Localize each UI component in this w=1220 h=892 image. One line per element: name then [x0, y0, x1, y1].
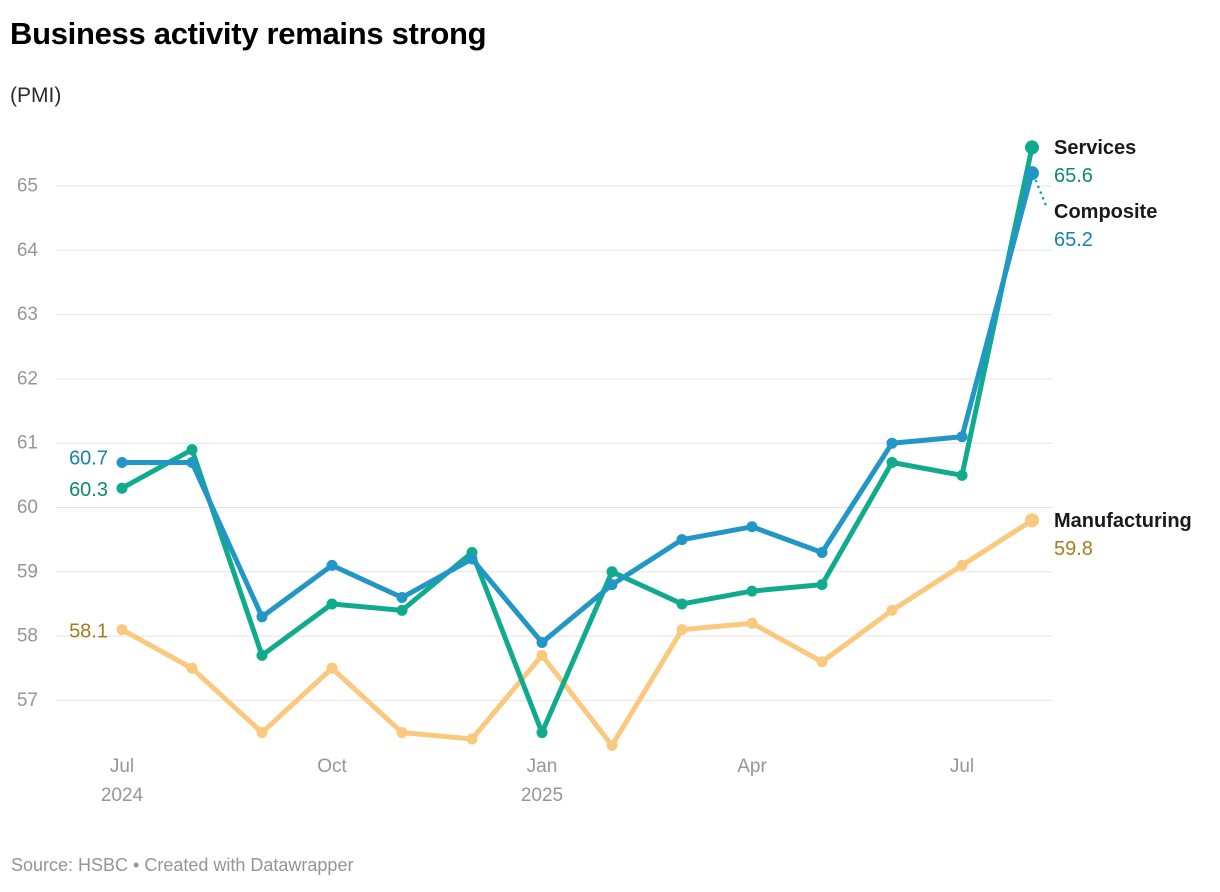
- data-point-services: [536, 727, 548, 739]
- data-point-manufacturing: [676, 624, 688, 636]
- series-label-manufacturing: Manufacturing: [1054, 510, 1192, 532]
- data-point-composite: [886, 437, 898, 449]
- data-point-manufacturing: [256, 727, 268, 739]
- data-point-composite: [816, 547, 828, 559]
- data-point-composite: [746, 521, 758, 533]
- y-axis-tick-label: 63: [17, 304, 38, 325]
- y-axis-tick-label: 64: [17, 240, 39, 261]
- y-axis-tick-label: 57: [17, 690, 38, 711]
- data-point-composite: [606, 579, 618, 591]
- data-point-composite: [466, 553, 478, 565]
- y-axis-tick-label: 61: [17, 433, 38, 454]
- start-value-label-composite: 60.7: [69, 447, 108, 469]
- data-point-composite: [676, 534, 688, 546]
- data-point-services: [606, 566, 618, 578]
- series-line-manufacturing: [119, 517, 1035, 748]
- x-axis-tick-label: Oct: [317, 756, 347, 777]
- data-point-services: [1025, 140, 1039, 155]
- data-point-composite: [536, 637, 548, 649]
- data-point-services: [256, 649, 268, 661]
- data-point-composite: [956, 431, 968, 443]
- x-axis-tick-label: Jul: [950, 756, 974, 777]
- data-point-composite: [1025, 166, 1039, 181]
- chart-subtitle: (PMI): [10, 84, 62, 107]
- data-point-services: [956, 469, 968, 481]
- data-point-services: [886, 456, 898, 468]
- data-point-services: [746, 585, 758, 597]
- y-axis-tick-label: 65: [17, 176, 38, 197]
- series-line-services: [119, 144, 1035, 736]
- start-value-label-services: 60.3: [69, 479, 108, 501]
- data-point-manufacturing: [116, 624, 128, 636]
- chart-title: Business activity remains strong: [10, 16, 487, 51]
- series-label-composite: Composite: [1054, 201, 1157, 223]
- data-point-services: [116, 482, 128, 494]
- data-point-manufacturing: [956, 559, 968, 571]
- y-axis-tick-label: 62: [17, 368, 38, 389]
- data-point-services: [326, 598, 338, 610]
- x-axis-tick-year-label: 2024: [101, 785, 144, 806]
- data-point-composite: [326, 559, 338, 571]
- source-attribution: Source: HSBC • Created with Datawrapper: [11, 855, 354, 875]
- data-point-manufacturing: [746, 617, 758, 629]
- data-point-manufacturing: [606, 739, 618, 751]
- y-axis-tick-label: 60: [17, 497, 38, 518]
- series-line-composite: [119, 170, 1035, 646]
- data-point-manufacturing: [816, 656, 828, 668]
- data-point-services: [816, 579, 828, 591]
- composite-label-leader-line: [1034, 179, 1049, 210]
- end-value-label-manufacturing: 59.8: [1054, 538, 1093, 560]
- x-axis-tick-year-label: 2025: [521, 785, 563, 806]
- x-axis-tick-label: Apr: [737, 756, 767, 777]
- x-axis-tick-label: Jan: [527, 756, 558, 777]
- data-point-services: [396, 604, 408, 616]
- series-label-services: Services: [1054, 137, 1136, 159]
- x-axis-tick-label: Jul: [110, 756, 134, 777]
- data-point-composite: [186, 456, 198, 468]
- data-point-manufacturing: [886, 604, 898, 616]
- data-point-manufacturing: [396, 727, 408, 739]
- data-point-manufacturing: [186, 662, 198, 674]
- y-axis-tick-label: 59: [17, 561, 38, 582]
- data-point-composite: [396, 592, 408, 604]
- y-axis-tick-label: 58: [17, 626, 38, 647]
- start-value-label-manufacturing: 58.1: [69, 621, 108, 643]
- data-point-manufacturing: [326, 662, 338, 674]
- data-point-composite: [116, 456, 128, 468]
- end-value-label-services: 65.6: [1054, 165, 1093, 187]
- data-point-manufacturing: [1025, 513, 1039, 528]
- data-point-services: [186, 444, 198, 456]
- data-point-composite: [256, 611, 268, 623]
- end-value-label-composite: 65.2: [1054, 229, 1093, 251]
- data-point-manufacturing: [466, 733, 478, 745]
- data-point-manufacturing: [536, 649, 548, 661]
- data-point-services: [676, 598, 688, 610]
